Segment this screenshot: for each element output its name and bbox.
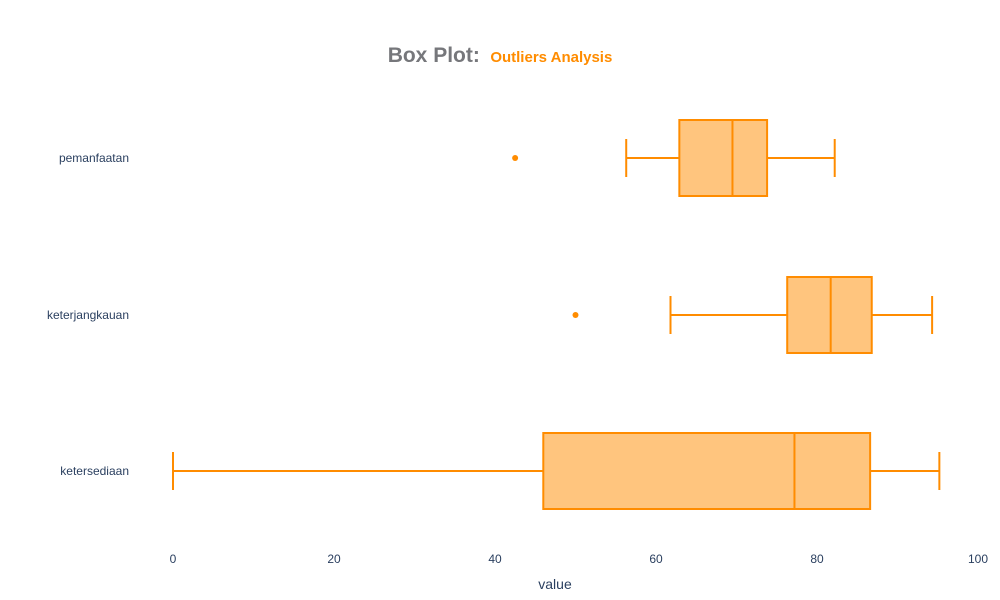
- box-pemanfaatan: [512, 119, 836, 197]
- x-axis: 0 20 40 60 80 100: [170, 552, 989, 566]
- x-tick-label: 100: [968, 552, 988, 566]
- x-tick-label: 60: [649, 552, 663, 566]
- y-tick-label-keterjangkauan: keterjangkauan: [47, 308, 129, 322]
- iqr-box-pemanfaatan: [678, 119, 769, 197]
- iqr-box-ketersediaan: [542, 432, 872, 510]
- outlier-point-keterjangkauan: [572, 312, 579, 318]
- iqr-box-keterjangkauan: [786, 276, 873, 354]
- box-ketersediaan: [172, 432, 941, 510]
- chart-title: Box Plot: Outliers Analysis: [388, 44, 613, 67]
- plot-area: [172, 119, 941, 510]
- x-axis-label: value: [538, 576, 572, 592]
- x-tick-label: 80: [810, 552, 824, 566]
- outlier-point-pemanfaatan: [512, 155, 519, 161]
- x-tick-label: 0: [170, 552, 177, 566]
- box-keterjangkauan: [572, 276, 934, 354]
- y-tick-label-ketersediaan: ketersediaan: [60, 464, 129, 478]
- y-tick-label-pemanfaatan: pemanfaatan: [59, 151, 129, 165]
- y-axis: pemanfaatan keterjangkauan ketersediaan: [47, 151, 129, 478]
- x-tick-label: 20: [327, 552, 341, 566]
- x-tick-label: 40: [488, 552, 502, 566]
- chart-title-main: Box Plot:: [388, 44, 480, 67]
- chart-subtitle: Outliers Analysis: [490, 49, 612, 66]
